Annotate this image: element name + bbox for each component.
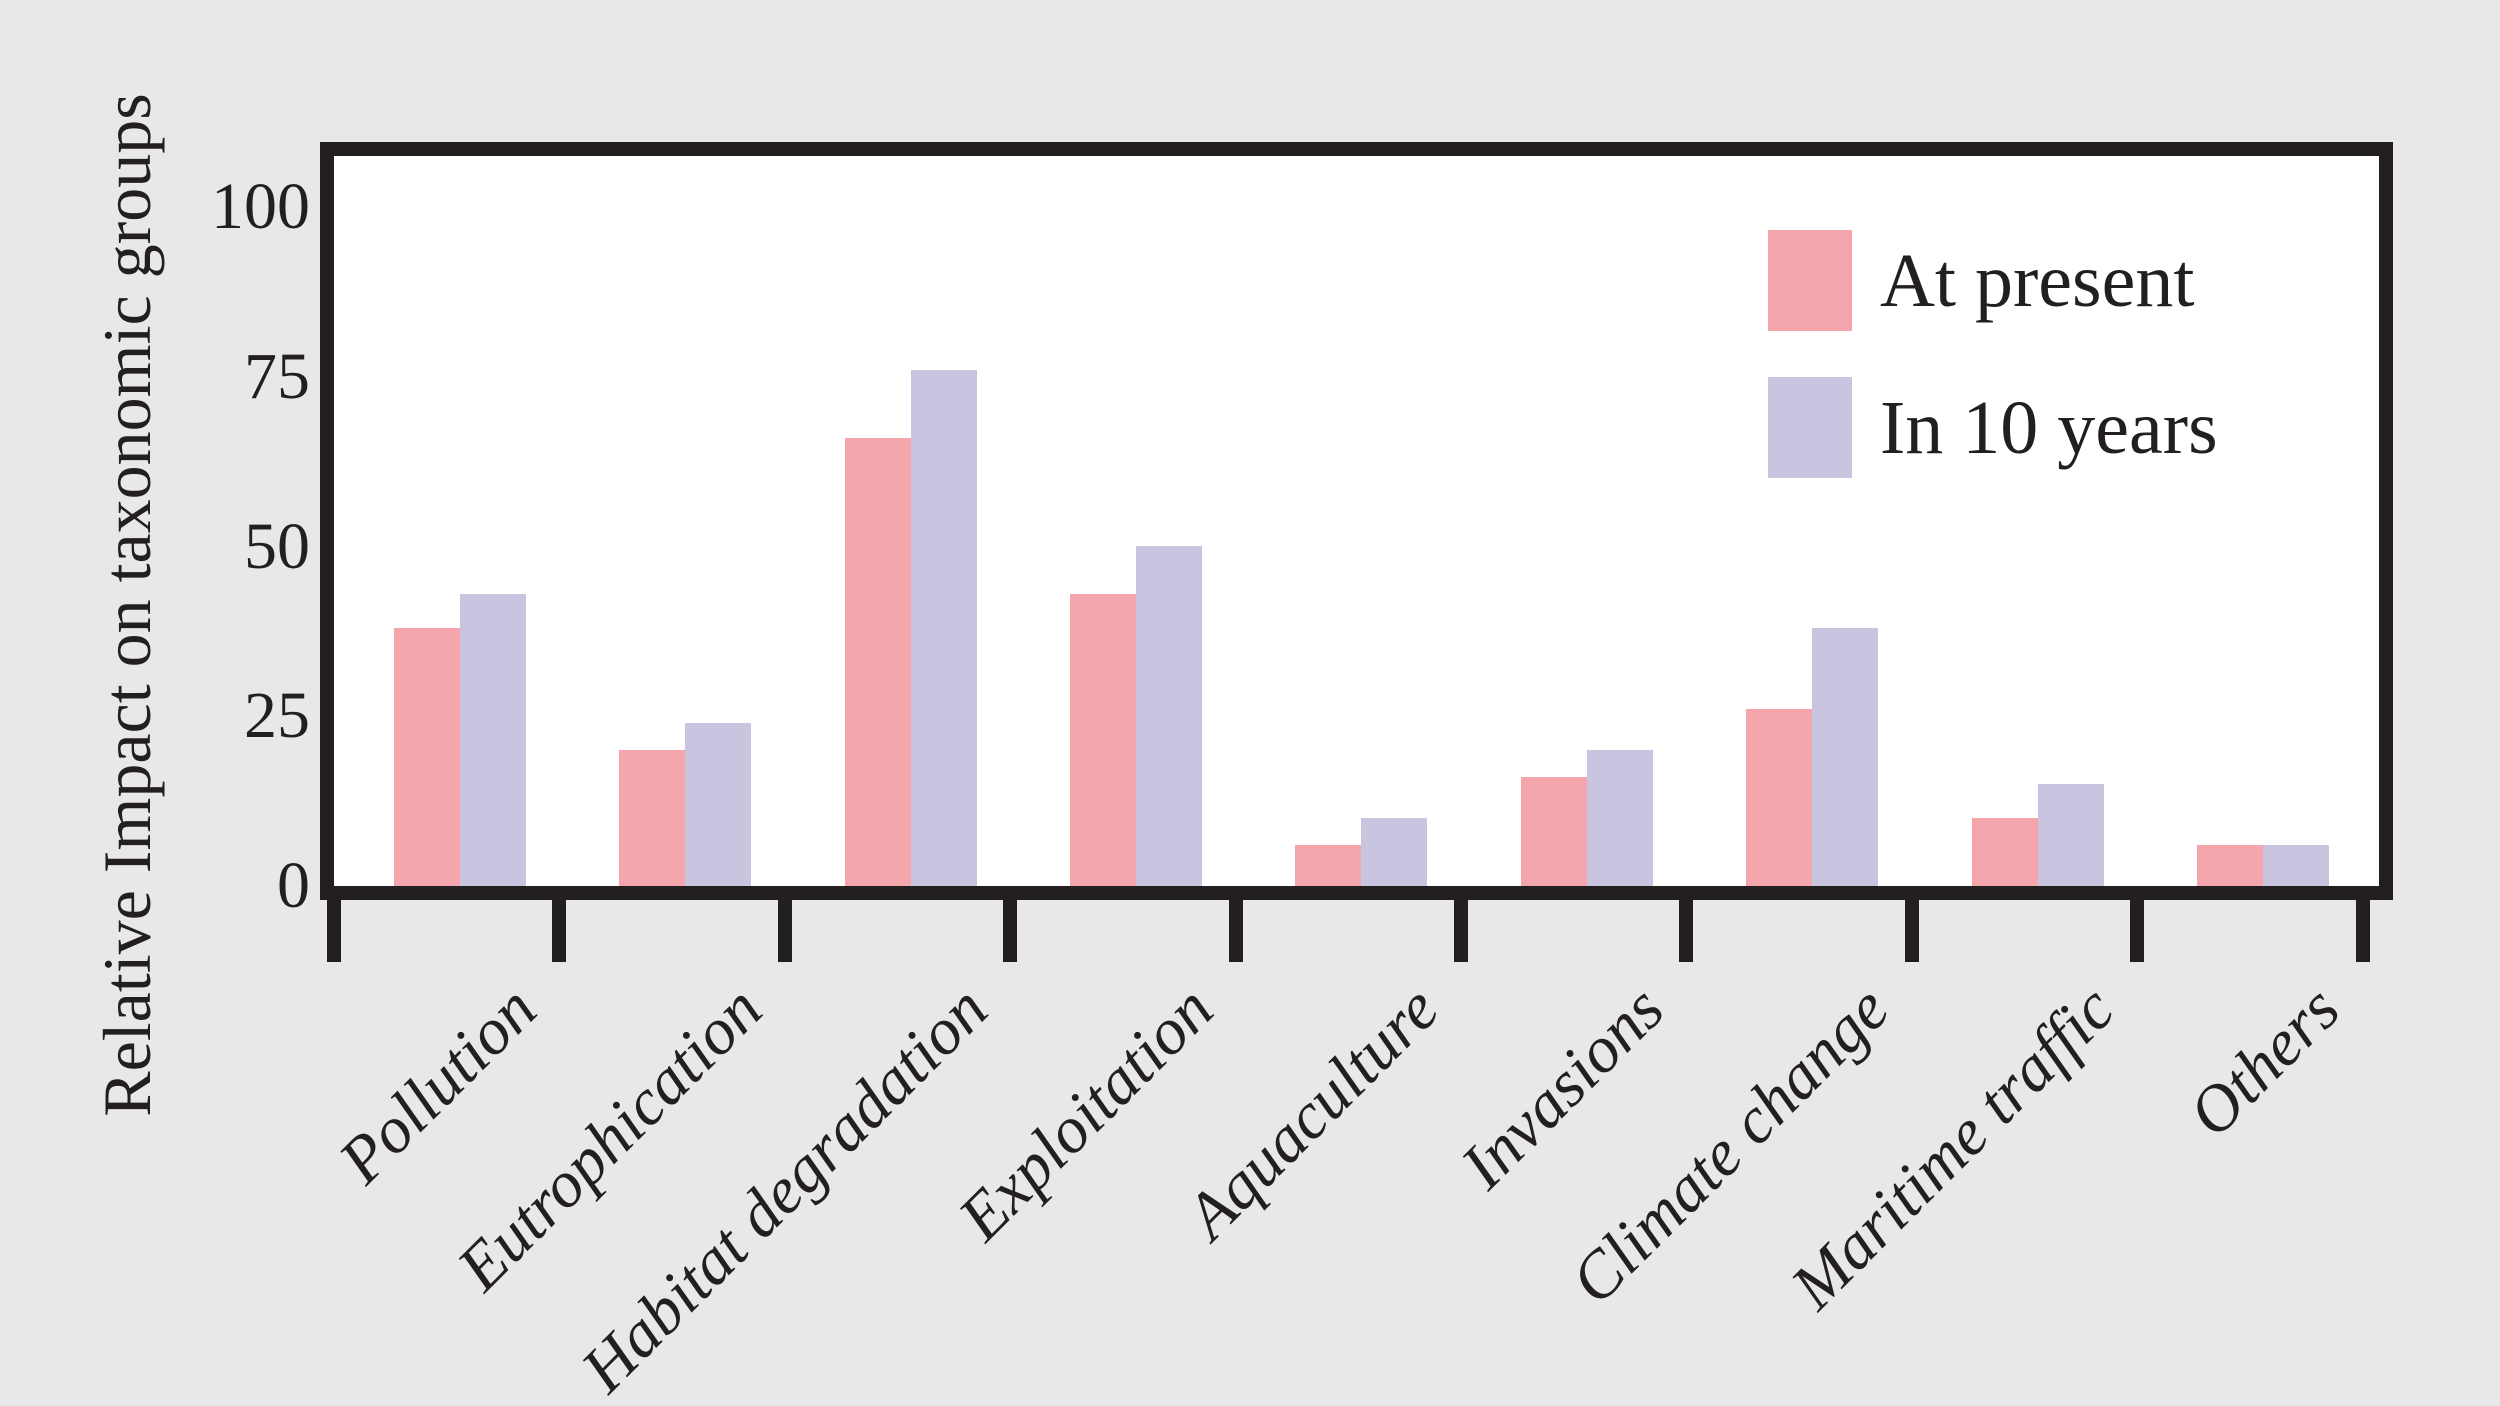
y-tick-label-75: 75 bbox=[244, 339, 310, 413]
legend-item-at-present: At present bbox=[1768, 230, 2194, 331]
x-axis-tick bbox=[327, 898, 341, 962]
x-axis-tick bbox=[552, 898, 567, 962]
x-label-invasions: Invasions bbox=[1446, 972, 1678, 1203]
x-label-habitat-degradation: Habitat degradation bbox=[567, 972, 1002, 1406]
bar-present-habitat-degradation bbox=[844, 438, 911, 886]
bar-present-eutrophication bbox=[619, 750, 686, 886]
legend-swatch-in-10-years bbox=[1768, 377, 1852, 478]
x-axis-tick bbox=[1228, 898, 1243, 962]
x-axis-tick bbox=[777, 898, 792, 962]
bar-present-pollution bbox=[393, 628, 460, 886]
x-label-pollution: Pollution bbox=[325, 972, 551, 1198]
bar-future-aquaculture bbox=[1361, 818, 1428, 886]
bar-present-climate-change bbox=[1746, 709, 1813, 886]
y-tick-label-50: 50 bbox=[244, 509, 310, 583]
legend-label: In 10 years bbox=[1880, 385, 2218, 470]
bar-future-pollution bbox=[459, 594, 526, 886]
legend-swatch-at-present bbox=[1768, 230, 1852, 331]
bar-future-invasions bbox=[1586, 750, 1653, 886]
x-axis-tick bbox=[1904, 898, 1919, 962]
chart-canvas: Relative Impact on taxonomic groups 0 25 5… bbox=[89, 93, 2393, 1406]
bar-future-others bbox=[2262, 845, 2329, 886]
legend-label: At present bbox=[1880, 238, 2195, 323]
x-axis-tick bbox=[1679, 898, 1694, 962]
bar-present-aquaculture bbox=[1295, 845, 1362, 886]
bar-present-invasions bbox=[1520, 777, 1587, 886]
bar-present-maritime-traffic bbox=[1971, 818, 2038, 886]
x-axis-tick bbox=[2130, 898, 2145, 962]
x-label-others: Others bbox=[2175, 972, 2354, 1151]
y-tick-label-100: 100 bbox=[211, 170, 310, 243]
y-tick-label-0: 0 bbox=[277, 849, 310, 922]
bar-future-eutrophication bbox=[685, 723, 752, 886]
bar-present-others bbox=[2196, 845, 2263, 886]
x-axis-tick bbox=[1454, 898, 1468, 962]
bar-future-habitat-degradation bbox=[910, 370, 977, 886]
bar-future-maritime-traffic bbox=[2037, 784, 2104, 886]
y-axis-title: Relative Impact on taxonomic groups bbox=[89, 93, 165, 1117]
bar-present-exploitation bbox=[1069, 594, 1136, 886]
bar-future-exploitation bbox=[1135, 546, 1202, 886]
legend-item-in-10-years: In 10 years bbox=[1768, 377, 2218, 478]
bar-future-climate-change bbox=[1812, 628, 1879, 886]
y-tick-label-25: 25 bbox=[244, 679, 310, 753]
x-axis-tick bbox=[2355, 898, 2370, 962]
x-axis-tick bbox=[1003, 898, 1018, 962]
